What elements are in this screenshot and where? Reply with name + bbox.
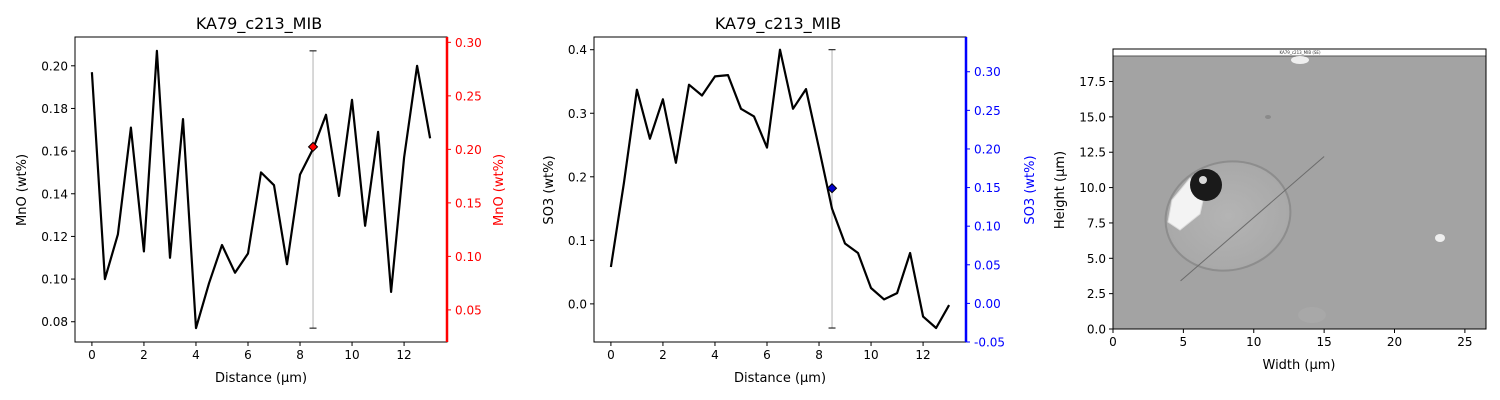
y-tick-label: 0.1 bbox=[568, 234, 587, 248]
x-tick-label: 10 bbox=[1246, 335, 1261, 349]
right-tick-label: 0.25 bbox=[455, 89, 482, 103]
x-tick-label: 5 bbox=[1180, 335, 1188, 349]
x-tick-label: 10 bbox=[344, 348, 359, 362]
right-tick-label: 0.20 bbox=[455, 143, 482, 157]
y-tick-label: 7.5 bbox=[1087, 216, 1106, 230]
y-tick-label: 0.20 bbox=[41, 59, 68, 73]
y-tick-label: 0.18 bbox=[41, 102, 68, 116]
mno-profile-chart: KA79_c213_MIB 0 2 4 6 8 10 12 0.08 0.10 0.12 0.14… bbox=[15, 14, 507, 386]
x-axis-label: Width (µm) bbox=[1263, 358, 1336, 373]
image-frame bbox=[1112, 48, 1487, 330]
x-tick-label: 6 bbox=[763, 348, 771, 362]
y-tick-label: 17.5 bbox=[1079, 75, 1106, 89]
y-axis-ticks: 0.0 2.5 5.0 7.5 10.0 12.5 15.0 17.5 bbox=[1079, 75, 1113, 337]
sem-image: KA79_c213_MIB (SE) bbox=[1113, 49, 1486, 329]
y-tick-label: 12.5 bbox=[1079, 146, 1106, 160]
y-tick-label: 0.0 bbox=[568, 297, 587, 311]
right-axis-ticks: -0.05 0.00 0.05 0.10 0.15 0.20 0.25 0.30 bbox=[966, 65, 1005, 350]
right-tick-label: 0.30 bbox=[455, 36, 482, 50]
x-axis-ticks: 0 2 4 6 8 10 12 bbox=[607, 342, 931, 362]
x-tick-label: 0 bbox=[1109, 335, 1117, 349]
x-axis-label: Distance (µm) bbox=[215, 371, 307, 386]
y-tick-label: 0.14 bbox=[41, 187, 68, 201]
x-axis-label: Distance (µm) bbox=[734, 371, 826, 386]
y-tick-label: 0.0 bbox=[1087, 323, 1106, 337]
y-tick-label: 0.08 bbox=[41, 315, 68, 329]
x-tick-label: 0 bbox=[607, 348, 615, 362]
sem-image-panel: KA79_c213_MIB (SE) 0 5 10 15 20 25 0.0 2.5 5.0 7… bbox=[1053, 48, 1487, 373]
y-axis-ticks: 0.0 0.1 0.2 0.3 0.4 bbox=[568, 43, 594, 311]
right-axis-ticks: 0.05 0.10 0.15 0.20 0.25 0.30 bbox=[447, 36, 482, 317]
vesicle bbox=[1190, 169, 1222, 201]
y-tick-label: 2.5 bbox=[1087, 287, 1106, 301]
y-axis-label: MnO (wt%) bbox=[15, 154, 30, 226]
plot-area bbox=[90, 49, 432, 330]
mean-marker bbox=[307, 141, 319, 153]
transect-line bbox=[1180, 156, 1325, 282]
x-tick-label: 6 bbox=[244, 348, 252, 362]
x-axis-ticks: 0 5 10 15 20 25 bbox=[1109, 329, 1473, 349]
y-axis-label: Height (µm) bbox=[1053, 151, 1068, 229]
x-tick-label: 10 bbox=[863, 348, 878, 362]
right-tick-label: 0.05 bbox=[974, 258, 1001, 272]
mean-marker bbox=[826, 183, 838, 194]
x-tick-label: 12 bbox=[915, 348, 930, 362]
data-line bbox=[90, 49, 432, 330]
y-tick-label: 5.0 bbox=[1087, 252, 1106, 266]
x-tick-label: 8 bbox=[296, 348, 304, 362]
chart-title: KA79_c213_MIB bbox=[196, 14, 322, 34]
right-tick-label: 0.20 bbox=[974, 142, 1001, 156]
right-axis-label: MnO (wt%) bbox=[492, 154, 507, 226]
x-tick-label: 8 bbox=[815, 348, 823, 362]
x-tick-label: 20 bbox=[1387, 335, 1402, 349]
plot-area bbox=[609, 48, 951, 330]
x-tick-label: 25 bbox=[1457, 335, 1472, 349]
y-axis-label: SO3 (wt%) bbox=[542, 155, 557, 224]
y-tick-label: 0.12 bbox=[41, 230, 68, 244]
right-tick-label: 0.05 bbox=[455, 303, 482, 317]
chart-title: KA79_c213_MIB bbox=[715, 14, 841, 34]
y-tick-label: 0.16 bbox=[41, 145, 68, 159]
right-tick-label: 0.15 bbox=[455, 196, 482, 210]
right-tick-label: 0.10 bbox=[974, 220, 1001, 234]
right-axis-label: SO3 (wt%) bbox=[1023, 155, 1038, 224]
x-tick-label: 0 bbox=[88, 348, 96, 362]
x-tick-label: 4 bbox=[711, 348, 719, 362]
x-tick-label: 15 bbox=[1316, 335, 1331, 349]
y-tick-label: 0.4 bbox=[568, 43, 587, 57]
right-tick-label: 0.00 bbox=[974, 297, 1001, 311]
y-tick-label: 0.10 bbox=[41, 273, 68, 287]
x-tick-label: 4 bbox=[192, 348, 200, 362]
x-tick-label: 2 bbox=[659, 348, 667, 362]
right-tick-label: 0.10 bbox=[455, 250, 482, 264]
so3-profile-chart: KA79_c213_MIB 0 2 4 6 8 10 12 0.00.10.20.30.4 … bbox=[542, 14, 1038, 386]
y-tick-label: 0.2 bbox=[568, 170, 587, 184]
x-tick-label: 2 bbox=[140, 348, 148, 362]
right-tick-label: 0.25 bbox=[974, 104, 1001, 118]
y-tick-label: 10.0 bbox=[1079, 181, 1106, 195]
image-caption: KA79_c213_MIB (SE) bbox=[1279, 50, 1320, 55]
right-tick-label: -0.05 bbox=[974, 336, 1005, 350]
x-axis-ticks: 0 2 4 6 8 10 12 bbox=[88, 342, 412, 362]
right-tick-label: 0.15 bbox=[974, 181, 1001, 195]
y-axis-ticks: 0.08 0.10 0.12 0.14 0.16 0.18 0.20 bbox=[41, 59, 75, 329]
plot-frame bbox=[593, 36, 967, 343]
data-line bbox=[609, 48, 951, 330]
y-tick-label: 15.0 bbox=[1079, 110, 1106, 124]
right-tick-label: 0.30 bbox=[974, 65, 1001, 79]
plot-frame bbox=[74, 36, 448, 343]
x-tick-label: 12 bbox=[396, 348, 411, 362]
y-tick-label: 0.3 bbox=[568, 107, 587, 121]
